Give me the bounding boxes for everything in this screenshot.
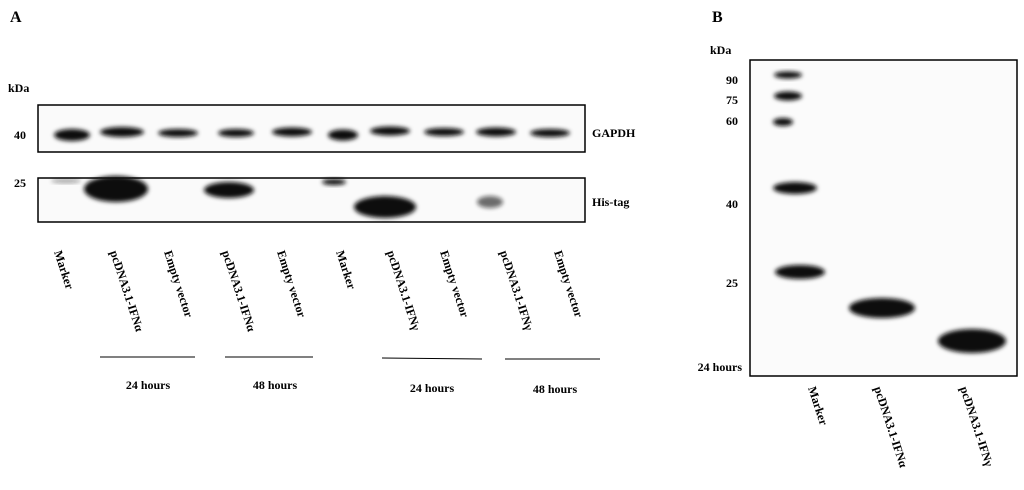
- lane-label: Empty vector: [551, 249, 586, 320]
- lane-labels: Marker pcDNA3.1-IFNα Empty vector pcDNA3.1-…: [51, 249, 586, 334]
- bands: [51, 126, 570, 218]
- unit-label: kDa: [710, 43, 731, 57]
- lane-label: Empty vector: [437, 249, 472, 320]
- time-label: 24 hours: [126, 378, 171, 392]
- group-line: [381, 357, 483, 360]
- lane-label: pcDNA3.1-IFNγ: [497, 249, 536, 333]
- blot-label: GAPDH: [592, 126, 636, 140]
- panel-a: A kDa 40 25 GAPDH His-tag Marker pcDNA3.1…: [8, 9, 636, 396]
- blot-box: [749, 59, 1018, 377]
- panel-b: B kDa 90 75 60 40 25 24 hours Marker pcDN…: [698, 9, 1018, 470]
- lane-label: pcDNA3.1-IFNα: [871, 385, 910, 470]
- marker-label: 90: [726, 73, 738, 87]
- panel-label: B: [712, 9, 723, 26]
- marker-label: 25: [726, 276, 738, 290]
- lane-label: pcDNA3.1-IFNα: [219, 249, 258, 334]
- lane-label: Marker: [51, 249, 77, 292]
- lane-label: pcDNA3.1-IFNα: [107, 249, 146, 334]
- time-label: 24 hours: [410, 381, 455, 395]
- marker-label: 40: [14, 128, 26, 142]
- marker-label: 75: [726, 93, 738, 107]
- unit-label: kDa: [8, 81, 29, 95]
- marker-label: 40: [726, 197, 738, 211]
- lane-labels: Marker pcDNA3.1-IFNα pcDNA3.1-IFNγ: [805, 385, 996, 470]
- lane-label: Empty vector: [161, 249, 196, 320]
- lane-label: pcDNA3.1-IFNγ: [384, 249, 423, 333]
- lane-label: Marker: [333, 249, 359, 292]
- time-label: 48 hours: [533, 382, 578, 396]
- lane-label: Empty vector: [274, 249, 309, 320]
- time-label: 24 hours: [698, 360, 743, 374]
- blot-label: His-tag: [592, 195, 629, 209]
- marker-label: 25: [14, 176, 26, 190]
- time-label: 48 hours: [253, 378, 298, 392]
- lane-label: pcDNA3.1-IFNγ: [957, 385, 996, 469]
- bands: [773, 71, 1006, 353]
- panel-label: A: [10, 9, 22, 26]
- lane-label: Marker: [805, 385, 831, 428]
- marker-label: 60: [726, 114, 738, 128]
